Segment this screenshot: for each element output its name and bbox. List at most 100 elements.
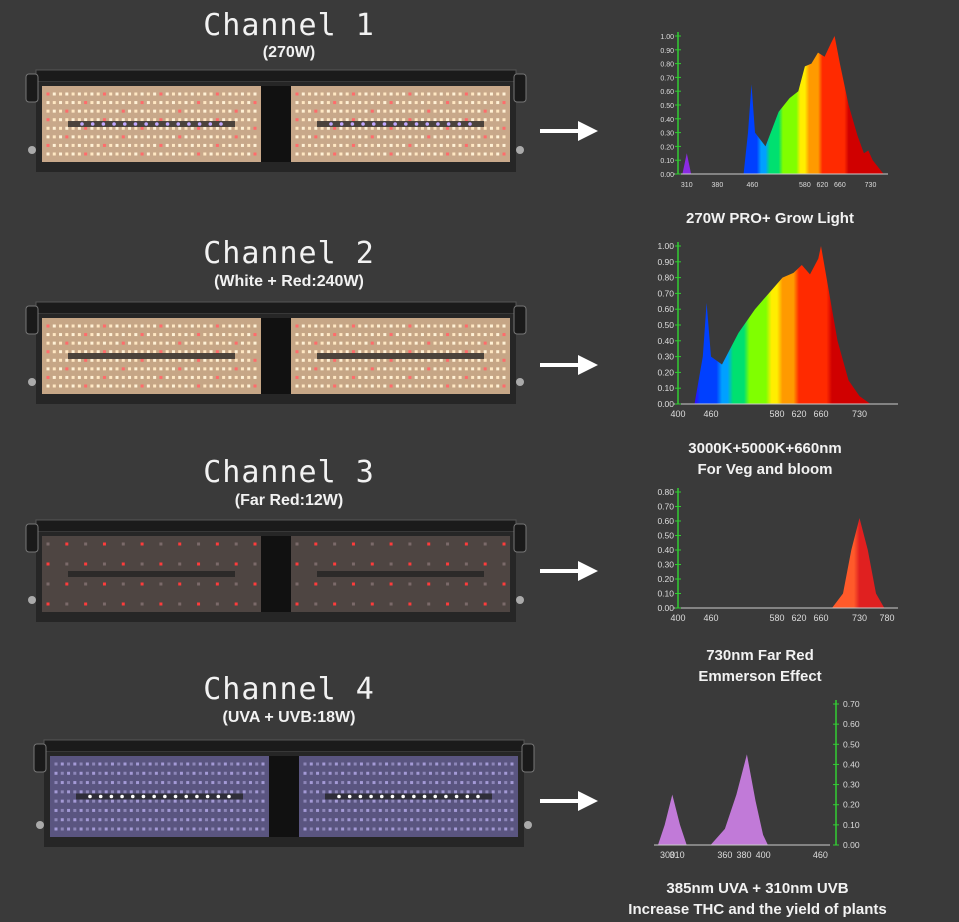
fixture-center-driver [261, 536, 291, 612]
fixture-center-driver [261, 318, 291, 394]
x-tick-label: 730 [852, 409, 867, 419]
y-tick-label: 0.10 [843, 820, 860, 830]
channel-4-caption-line-1: 385nm UVA + 310nm UVB [666, 880, 849, 897]
channel-3-caption-line-1: 730nm Far Red [706, 647, 814, 664]
y-tick-label: 0.40 [657, 336, 674, 346]
y-tick-label: 0.00 [657, 399, 674, 409]
x-tick-label: 310 [670, 850, 685, 860]
led-array [54, 762, 265, 831]
spectrum-area [682, 36, 884, 174]
channel-2-title: Channel 2 [203, 236, 375, 271]
led-strip-bar [76, 793, 243, 800]
fixture-bracket [521, 743, 535, 773]
spectrum-area [694, 246, 871, 404]
x-tick-label: 620 [817, 182, 829, 189]
fixture-top-rail [35, 519, 517, 533]
x-tick-label: 730 [865, 182, 877, 189]
y-tick-label: 0.70 [660, 75, 674, 82]
y-tick-label: 0.50 [657, 320, 674, 330]
channel-3-arrow-icon [540, 561, 598, 581]
fixture-mount-knob [516, 146, 524, 154]
channel-2-caption: 3000K+5000K+660nm For Veg and bloom [630, 438, 900, 480]
x-tick-label: 300 [660, 850, 675, 860]
y-tick-label: 0.80 [660, 62, 674, 69]
x-tick-label: 580 [769, 409, 784, 419]
y-tick-label: 0.00 [660, 172, 674, 179]
led-array [295, 324, 506, 388]
fixture-mount-knob [516, 378, 524, 386]
arrow-head [578, 561, 598, 581]
channel-4-title: Channel 4 [203, 672, 375, 707]
x-tick-label: 730 [852, 613, 867, 623]
channel-4-fixture-image [33, 739, 535, 847]
led-strip-bar [68, 571, 235, 577]
led-array [295, 92, 506, 156]
fixture-bracket [25, 73, 39, 103]
y-tick-label: 0.20 [657, 367, 674, 377]
x-tick-label: 780 [879, 613, 894, 623]
fixture-bracket [33, 743, 47, 773]
channel-3-caption: 730nm Far Red Emmerson Effect [640, 645, 880, 687]
y-tick-label: 0.70 [657, 288, 674, 298]
x-tick-label: 400 [670, 613, 685, 623]
y-tick-label: 0.90 [660, 48, 674, 55]
y-tick-label: 0.40 [660, 117, 674, 124]
channel-1-title: Channel 1 [203, 8, 375, 43]
x-tick-label: 400 [756, 850, 771, 860]
channel-3-caption-line-2: Emmerson Effect [698, 668, 822, 685]
x-tick-label: 460 [703, 409, 718, 419]
y-tick-label: 0.50 [657, 531, 674, 541]
y-tick-label: 0.10 [657, 383, 674, 393]
led-array [46, 324, 257, 388]
channel-2-spectrum-chart: 1.00 0.90 0.80 0.70 0.60 0.50 0.40 0.30 0.20 0.10… [657, 241, 898, 419]
fixture-bracket [25, 523, 39, 553]
x-tick-label: 620 [791, 613, 806, 623]
y-tick-label: 1.00 [657, 241, 674, 251]
x-tick-label: 310 [681, 182, 693, 189]
y-tick-label: 0.40 [657, 545, 674, 555]
y-tick-label: 0.10 [657, 589, 674, 599]
y-tick-label: 0.00 [657, 603, 674, 613]
x-tick-label: 380 [736, 850, 751, 860]
fixture-top-rail [43, 739, 525, 753]
x-tick-label: 660 [813, 409, 828, 419]
channel-1-fixture-image [25, 69, 527, 172]
fixture-mount-knob [28, 596, 36, 604]
arrow-head [578, 791, 598, 811]
y-tick-label: 1.00 [660, 34, 674, 41]
led-array [46, 542, 257, 606]
fixture-bracket [25, 305, 39, 335]
y-tick-label: 0.20 [657, 574, 674, 584]
y-tick-label: 0.30 [657, 560, 674, 570]
channel-1-arrow-icon [540, 121, 598, 141]
channel-2-arrow-icon [540, 355, 598, 375]
y-tick-label: 0.70 [657, 502, 674, 512]
x-tick-label: 620 [791, 409, 806, 419]
channel-2-fixture-image [25, 301, 527, 404]
y-tick-label: 0.30 [657, 352, 674, 362]
y-tick-label: 0.80 [657, 487, 674, 497]
channel-2-caption-line-2: For Veg and bloom [697, 461, 833, 478]
channel-2-caption-line-1: 3000K+5000K+660nm [688, 440, 842, 457]
x-tick-label: 460 [813, 850, 828, 860]
channel-1-caption-line-1: 270W PRO+ Grow Light [686, 210, 854, 227]
channel-2-subtitle: (White + Red:240W) [214, 273, 364, 290]
fixture-center-driver [261, 86, 291, 162]
arrow-head [578, 355, 598, 375]
fixture-mount-knob [516, 596, 524, 604]
led-array [46, 92, 257, 156]
y-tick-label: 0.20 [660, 144, 674, 151]
channel-1-caption: 270W PRO+ Grow Light [640, 208, 900, 229]
channel-4-subtitle: (UVA + UVB:18W) [222, 709, 356, 726]
channel-4-arrow-icon [540, 791, 598, 811]
led-strip-bar [325, 793, 492, 800]
spectrum-area [658, 754, 768, 845]
channel-4-caption: 385nm UVA + 310nm UVB Increase THC and t… [620, 878, 895, 920]
x-tick-label: 580 [799, 182, 811, 189]
fixture-bracket [513, 305, 527, 335]
y-tick-label: 0.10 [660, 158, 674, 165]
x-tick-label: 400 [670, 409, 685, 419]
y-tick-label: 0.30 [660, 131, 674, 138]
